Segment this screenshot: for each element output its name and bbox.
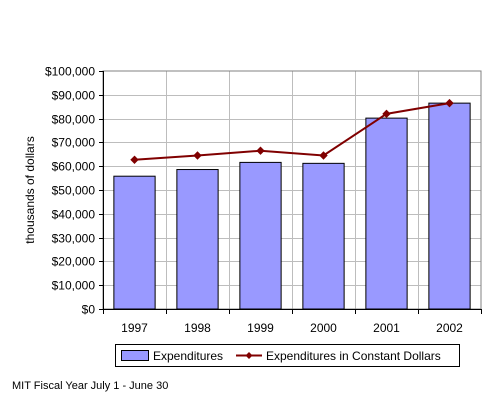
- x-tick-label: 2001: [373, 321, 400, 335]
- legend-label-constant-dollars: Expenditures in Constant Dollars: [266, 349, 441, 363]
- legend-box: [115, 344, 460, 367]
- x-tick-label: 1997: [121, 321, 148, 335]
- y-tick-label: $60,000: [52, 160, 96, 174]
- bar-2002: [428, 102, 471, 310]
- line-series: [130, 98, 454, 164]
- y-tick-label: $80,000: [52, 113, 96, 127]
- legend-swatch-marker: [245, 352, 253, 359]
- legend-swatch-bar: [121, 350, 149, 361]
- bar-1999: [239, 161, 282, 310]
- series-line: [134, 102, 450, 161]
- line-point-2001: [382, 109, 391, 119]
- line-point-1998: [193, 151, 202, 160]
- y-axis-title: thousands of dollars: [23, 136, 37, 243]
- y-tick-label: $90,000: [52, 89, 96, 103]
- bars: [113, 102, 471, 310]
- x-tick-label: 2000: [310, 321, 337, 335]
- x-tick-label: 1998: [184, 321, 211, 335]
- line-point-1997: [130, 155, 139, 164]
- y-tick-label: $30,000: [52, 232, 96, 246]
- legend: Expenditures Expenditures in Constant Dol…: [115, 344, 460, 367]
- line-point-2000: [319, 151, 328, 160]
- bar-2000: [302, 162, 345, 310]
- y-tick-label: $20,000: [52, 255, 96, 269]
- legend-label-expenditures: Expenditures: [153, 349, 223, 363]
- y-tick-label: $50,000: [52, 184, 96, 198]
- gridlines: [103, 71, 481, 309]
- x-tick-label: 1999: [247, 321, 274, 335]
- footnote: MIT Fiscal Year July 1 - June 30: [12, 380, 169, 392]
- y-tick-label: $40,000: [52, 208, 96, 222]
- line-point-2002: [445, 98, 454, 108]
- y-tick-label: $10,000: [52, 279, 96, 293]
- bar-1998: [176, 169, 219, 310]
- y-tick-label: $70,000: [52, 136, 96, 150]
- bar-2001: [365, 117, 408, 310]
- bar-1997: [113, 175, 156, 310]
- x-axis-ticks: 1997 1998 1999 2000 2001 2002: [103, 309, 482, 335]
- x-tick-label: 2002: [436, 321, 463, 335]
- line-point-1999: [256, 146, 265, 155]
- y-tick-label: $0: [82, 303, 96, 317]
- y-tick-label: $100,000: [45, 65, 95, 79]
- y-axis-ticks: $0 $10,000 $20,000 $30,000 $40,000 $50,000 $60…: [45, 65, 104, 317]
